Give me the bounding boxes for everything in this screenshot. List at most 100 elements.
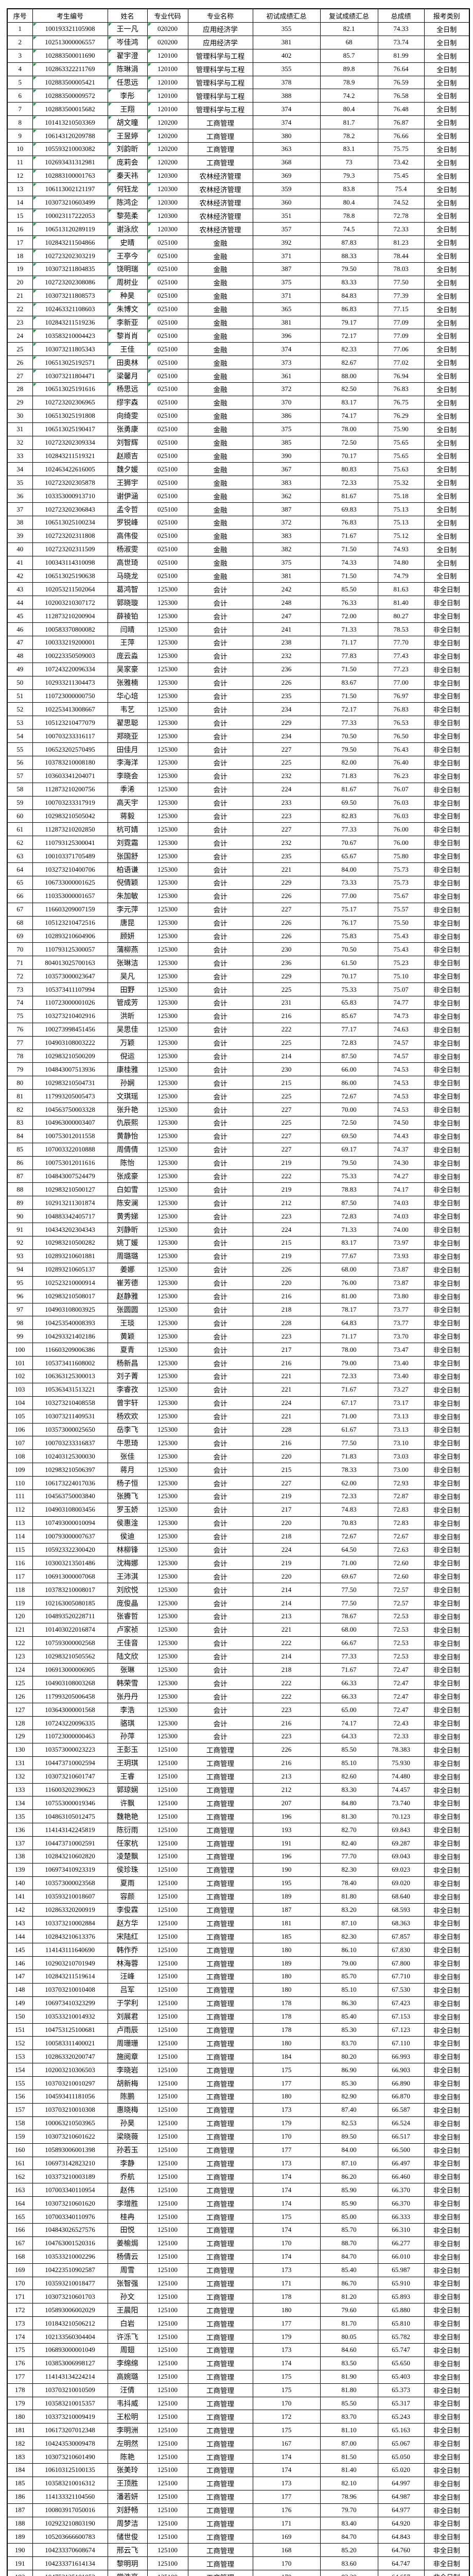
- cell-initial-score: 226: [252, 1262, 321, 1277]
- cell-total-score: 67.800: [377, 1956, 425, 1971]
- cell-total-score: 78.03: [377, 262, 425, 276]
- cell-retest-score: 78.83: [320, 1182, 378, 1197]
- cell-name: 沈梅娜: [107, 1556, 148, 1570]
- cell-name: 容颜: [107, 1889, 148, 1904]
- cell-initial-score: 234: [252, 729, 321, 743]
- cell-name: 朱博文: [107, 302, 148, 316]
- table-row: 51 110723000000750 华心培 125300 会计 235 71.50 76.9…: [7, 689, 470, 703]
- cell-retest-score: 82.53: [320, 2116, 378, 2130]
- cell-index: 175: [7, 2343, 33, 2357]
- cell-initial-score: 224: [252, 782, 321, 796]
- cell-major-code: 125300: [147, 729, 188, 743]
- cell-total-score: 74.53: [377, 1089, 425, 1104]
- cell-major-name: 金融: [187, 262, 253, 276]
- cell-name: 吴思佳: [107, 1022, 148, 1037]
- cell-name: 张琳: [107, 1663, 148, 1677]
- cell-candidate-id: 105923322300420: [32, 1543, 108, 1557]
- cell-major-name: 金融: [187, 476, 253, 490]
- cell-total-score: 75.12: [377, 529, 425, 543]
- cell-initial-score: 170: [252, 2129, 321, 2144]
- cell-major-name: 会计: [187, 1209, 253, 1224]
- cell-initial-score: 355: [252, 22, 321, 36]
- cell-index: 90: [7, 1209, 33, 1224]
- cell-total-score: 67.710: [377, 1970, 425, 1984]
- cell-total-score: 69.287: [377, 1836, 425, 1851]
- cell-total-score: 77.09: [377, 315, 425, 330]
- cell-major-name: 金融: [187, 502, 253, 516]
- cell-major-code: 125100: [147, 2516, 188, 2531]
- cell-major-code: 125300: [147, 1022, 188, 1037]
- cell-major-name: 会计: [187, 1622, 253, 1637]
- table-row: 79 104843007513936 康桂雅 125300 会计 230 66.00 74.5…: [7, 1062, 470, 1077]
- cell-index: 92: [7, 1236, 33, 1250]
- cell-retest-score: 66.00: [320, 1062, 378, 1077]
- table-row: 26 106513025192571 田奥林 025100 金融 373 82.67 77.0…: [7, 355, 470, 370]
- cell-initial-score: 220: [252, 1276, 321, 1290]
- cell-candidate-id: 116603209006386: [32, 1343, 108, 1357]
- cell-total-score: 77.70: [377, 635, 425, 650]
- cell-initial-score: 213: [252, 1609, 321, 1623]
- cell-retest-score: 70.67: [320, 836, 378, 850]
- cell-index: 138: [7, 1850, 33, 1863]
- cell-major-code: 125300: [147, 1049, 188, 1063]
- table-row: 91 104343202304343 刘静昕 125300 会计 224 71.33 74.0…: [7, 1223, 470, 1237]
- cell-major-name: 会计: [187, 635, 253, 650]
- cell-total-score: 73.93: [377, 1249, 425, 1263]
- cell-major-code: 120300: [147, 182, 188, 196]
- cell-major-code: 025100: [147, 302, 188, 316]
- cell-category: 非全日制: [424, 2170, 470, 2184]
- cell-major-name: 工商管理: [187, 2343, 253, 2357]
- cell-candidate-id: 103573000023647: [32, 969, 108, 984]
- table-row: 186 114133321104560 潘若妍 125100 工商管理 177 78.96 6…: [7, 2489, 470, 2504]
- cell-initial-score: 228: [252, 1316, 321, 1330]
- cell-total-score: 75.80: [377, 849, 425, 863]
- cell-retest-score: 88.70: [320, 2236, 378, 2250]
- cell-major-name: 会计: [187, 1489, 253, 1503]
- cell-major-code: 125300: [147, 662, 188, 676]
- cell-initial-score: 381: [252, 315, 321, 330]
- cell-initial-score: 196: [252, 1850, 321, 1863]
- cell-name: 李静: [107, 2156, 148, 2171]
- cell-total-score: 72.57: [377, 1583, 425, 1597]
- header-retest-score: 复试成绩汇总: [320, 8, 378, 23]
- cell-initial-score: 191: [252, 1836, 321, 1851]
- cell-retest-score: 71.50: [320, 569, 378, 583]
- cell-name: 薛祾铂: [107, 609, 148, 623]
- cell-candidate-id: 100343114310098: [32, 555, 108, 570]
- table-row: 115 105923322300420 林柳锋 125300 会计 224 64.50 72.…: [7, 1543, 470, 1557]
- cell-name: 葛鸿智: [107, 582, 148, 597]
- table-row: 111 104563750003840 张腾飞 125300 会计 219 72.33 72.…: [7, 1489, 470, 1503]
- cell-retest-score: 77.33: [320, 1649, 378, 1664]
- cell-category: 非全日制: [424, 1596, 470, 1610]
- cell-major-name: 金融: [187, 515, 253, 530]
- cell-retest-score: 78.00: [320, 1343, 378, 1357]
- cell-major-name: 会计: [187, 1262, 253, 1277]
- cell-retest-score: 86.83: [320, 302, 378, 316]
- cell-total-score: 76.58: [377, 89, 425, 103]
- cell-total-score: 78.44: [377, 249, 425, 263]
- cell-retest-score: 74.2: [320, 89, 378, 103]
- cell-initial-score: 225: [252, 1089, 321, 1104]
- cell-index: 98: [7, 1316, 33, 1330]
- cell-major-code: 125300: [147, 702, 188, 717]
- cell-initial-score: 193: [252, 1823, 321, 1837]
- cell-retest-score: 87.50: [320, 1196, 378, 1210]
- cell-index: 54: [7, 729, 33, 743]
- cell-category: 非全日制: [424, 2489, 470, 2504]
- cell-retest-score: 70.83: [320, 1516, 378, 1530]
- cell-major-code: 125300: [147, 1089, 188, 1104]
- cell-total-score: 73.17: [377, 1396, 425, 1410]
- table-row: 28 106513025191616 杨思远 025100 金融 372 82.50 76.8…: [7, 382, 470, 396]
- cell-category: 非全日制: [424, 1076, 470, 1090]
- cell-category: 非全日制: [424, 956, 470, 970]
- table-row: 75 103273210402916 洪昕 125300 会计 216 85.67 74.73…: [7, 1009, 470, 1023]
- cell-candidate-id: 104903108003222: [32, 1036, 108, 1050]
- table-row: 10 105593210003082 刘韵昕 120200 工商管理 363 83.1 75.…: [7, 142, 470, 156]
- cell-retest-score: 79.60: [320, 2303, 378, 2317]
- cell-initial-score: 216: [252, 1289, 321, 1303]
- cell-major-name: 工商管理: [187, 1889, 253, 1904]
- cell-major-code: 125100: [147, 1742, 188, 1757]
- cell-total-score: 73.00: [377, 1463, 425, 1477]
- cell-category: 全日制: [424, 155, 470, 170]
- cell-retest-score: 81.30: [320, 1809, 378, 1824]
